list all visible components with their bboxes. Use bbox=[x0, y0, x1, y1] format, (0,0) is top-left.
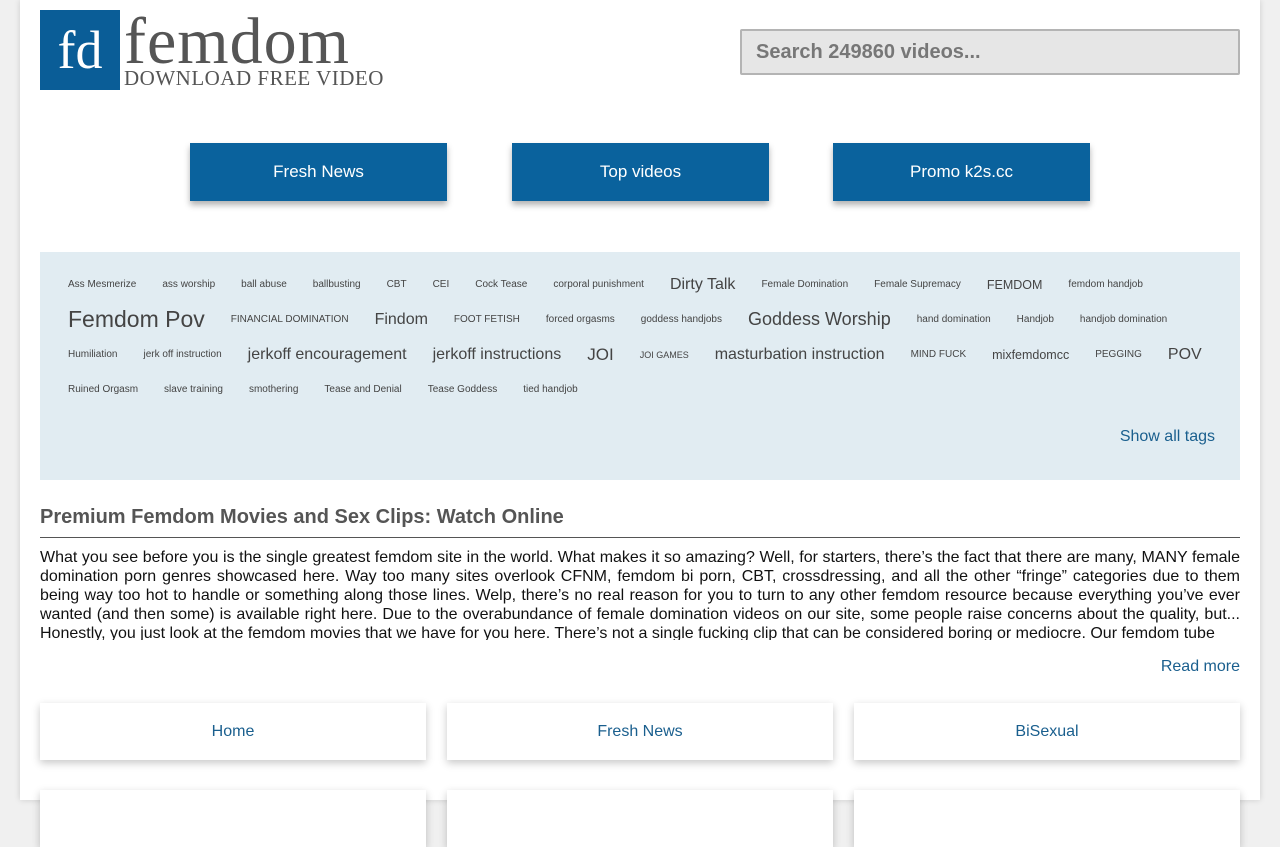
tag-link[interactable]: slave training bbox=[164, 384, 223, 395]
logo-tagline: DOWNLOAD FREE VIDEO bbox=[124, 66, 384, 90]
article-title: Premium Femdom Movies and Sex Clips: Wat… bbox=[40, 506, 1240, 538]
nav-button[interactable]: Promo k2s.cc bbox=[833, 143, 1090, 201]
category-card[interactable]: BiSexual bbox=[854, 703, 1240, 760]
tag-link[interactable]: hand domination bbox=[916, 314, 991, 325]
tag-link[interactable]: forced orgasms bbox=[545, 314, 615, 325]
tag-link[interactable]: Handjob bbox=[1016, 314, 1054, 325]
tag-link[interactable]: ass worship bbox=[162, 279, 216, 290]
tag-row: Femdom Pov FINANCIAL DOMINATION Findom FOOT… bbox=[68, 302, 1228, 337]
tag-link[interactable]: Findom bbox=[374, 310, 428, 328]
tag-cloud: Ass Mesmerize ass worship ball abuse ballbu… bbox=[40, 252, 1240, 480]
tag-link[interactable]: FEMDOM bbox=[986, 277, 1043, 292]
tag-link[interactable]: Cock Tease bbox=[475, 279, 528, 290]
tag-link[interactable]: CBT bbox=[386, 279, 407, 290]
search-input[interactable]: Search 249860 videos... bbox=[740, 29, 1240, 75]
tag-link[interactable]: corporal punishment bbox=[553, 279, 644, 290]
tag-link[interactable]: goddess handjobs bbox=[640, 314, 722, 325]
nav-button[interactable]: Fresh News bbox=[190, 143, 447, 201]
tag-link[interactable]: MIND FUCK bbox=[910, 349, 967, 360]
category-card[interactable]: Fresh News bbox=[447, 703, 833, 760]
tag-link[interactable]: femdom handjob bbox=[1068, 279, 1143, 290]
tag-row: Ass Mesmerize ass worship ball abuse ballbu… bbox=[68, 267, 1228, 302]
logo-mark[interactable]: fd bbox=[40, 10, 120, 90]
tag-link[interactable]: Tease Goddess bbox=[427, 384, 498, 395]
tag-link[interactable]: Ruined Orgasm bbox=[68, 384, 139, 395]
tag-list: Ass Mesmerize ass worship ball abuse ballbu… bbox=[68, 267, 1228, 407]
tag-link[interactable]: smothering bbox=[248, 384, 299, 395]
body: fd femdom DOWNLOAD FREE VIDEO Search 249… bbox=[20, 0, 1260, 847]
tag-link[interactable]: Ass Mesmerize bbox=[68, 279, 137, 290]
tag-link[interactable]: CEI bbox=[432, 279, 450, 290]
tag-row: Humiliation jerk off instruction jerkoff e… bbox=[68, 337, 1228, 372]
tag-link[interactable]: ball abuse bbox=[241, 279, 287, 290]
article-text: What you see before you is the single gr… bbox=[40, 549, 1240, 640]
category-card[interactable] bbox=[447, 790, 833, 847]
tag-link[interactable]: Dirty Talk bbox=[669, 275, 736, 293]
tag-link[interactable]: tied handjob bbox=[523, 384, 578, 395]
container: fd femdom DOWNLOAD FREE VIDEO Search 249… bbox=[20, 0, 1260, 847]
category-card[interactable]: Home bbox=[40, 703, 426, 760]
show-all-tags[interactable]: Show all tags bbox=[1119, 428, 1215, 445]
tag-link[interactable]: POV bbox=[1167, 345, 1202, 363]
tag-link[interactable]: ballbusting bbox=[312, 279, 361, 290]
tag-link[interactable]: Female Supremacy bbox=[874, 279, 961, 290]
tag-link[interactable]: FINANCIAL DOMINATION bbox=[230, 314, 349, 325]
tag-link[interactable]: mixfemdomcc bbox=[992, 347, 1070, 362]
tag-link[interactable]: FOOT FETISH bbox=[453, 314, 520, 325]
tag-link[interactable]: Humiliation bbox=[68, 349, 118, 360]
tag-link[interactable]: jerkoff encouragement bbox=[247, 345, 407, 363]
tag-link[interactable]: jerkoff instructions bbox=[432, 345, 562, 363]
tag-link[interactable]: masturbation instruction bbox=[714, 345, 885, 363]
tag-link[interactable]: JOI GAMES bbox=[639, 349, 689, 360]
category-card[interactable] bbox=[40, 790, 426, 847]
category-card[interactable] bbox=[854, 790, 1240, 847]
tag-link[interactable]: Goddess Worship bbox=[747, 309, 891, 329]
page: femdom {"header":{"logo_mark":"fd","logo… bbox=[20, 0, 1260, 847]
tag-link[interactable]: jerk off instruction bbox=[143, 349, 222, 360]
nav-button[interactable]: Top videos bbox=[512, 143, 769, 201]
tag-link[interactable]: Female Domination bbox=[761, 279, 849, 290]
tag-link[interactable]: PEGGING bbox=[1095, 349, 1142, 360]
tag-row: Ruined Orgasm slave training smothering Tea… bbox=[68, 372, 1228, 407]
tag-link[interactable]: JOI bbox=[587, 344, 614, 364]
tag-link[interactable]: Tease and Denial bbox=[324, 384, 402, 395]
tag-link[interactable]: handjob domination bbox=[1079, 314, 1168, 325]
tag-link[interactable]: Femdom Pov bbox=[68, 306, 205, 332]
logo-name[interactable]: femdom bbox=[124, 5, 350, 78]
read-more[interactable]: Read more bbox=[1160, 658, 1240, 675]
